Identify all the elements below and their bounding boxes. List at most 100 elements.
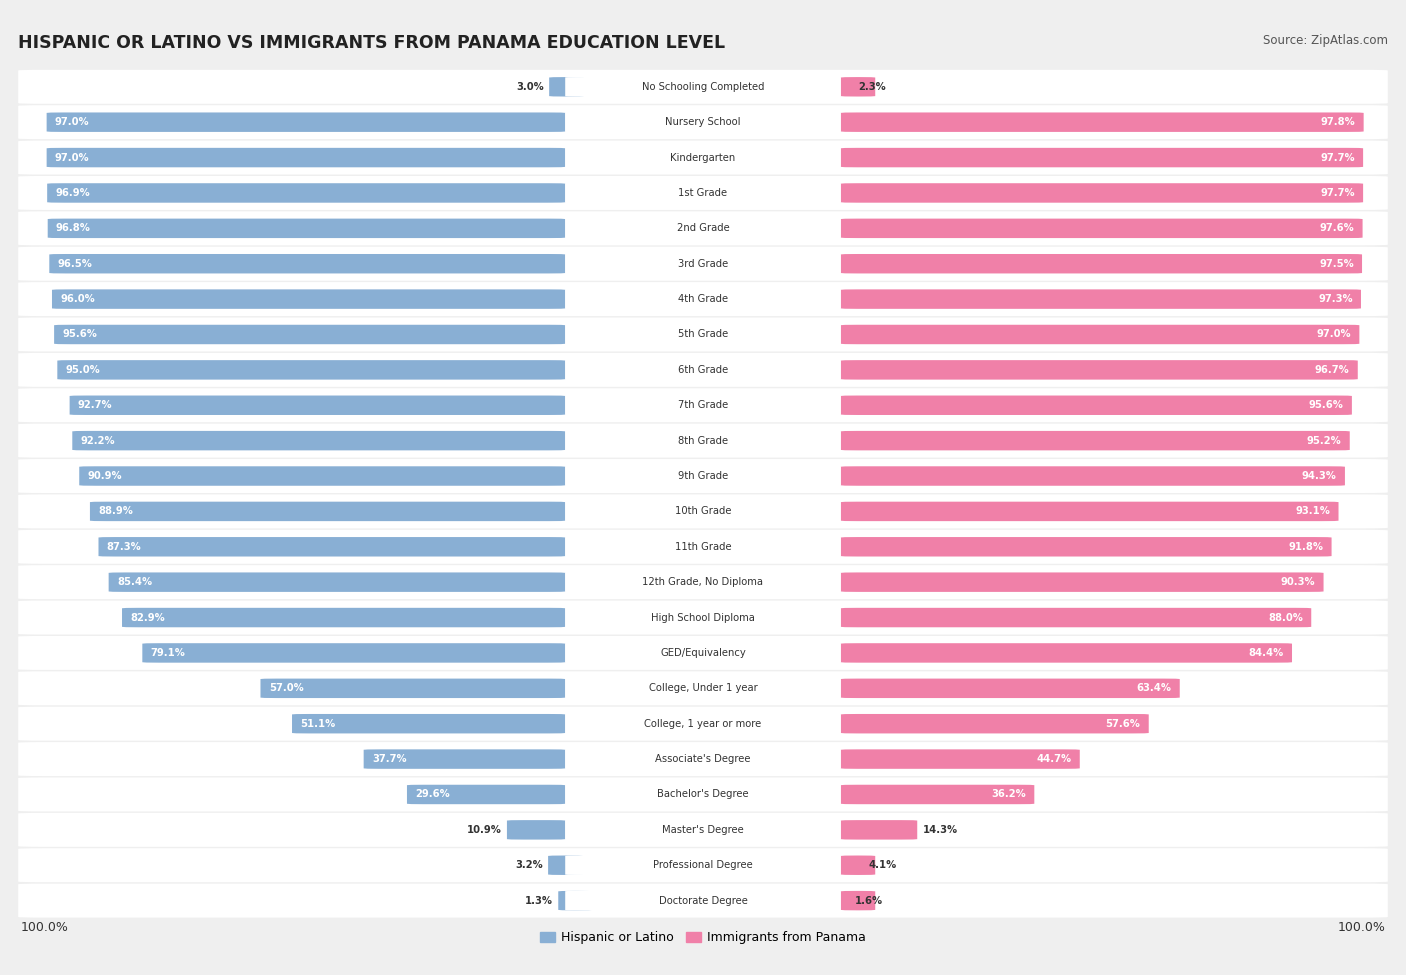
- FancyBboxPatch shape: [18, 672, 1388, 705]
- FancyBboxPatch shape: [841, 855, 875, 875]
- FancyBboxPatch shape: [565, 679, 841, 698]
- FancyBboxPatch shape: [18, 848, 1388, 882]
- Text: 96.9%: 96.9%: [55, 188, 90, 198]
- Text: 97.8%: 97.8%: [1320, 117, 1355, 127]
- FancyBboxPatch shape: [841, 572, 1323, 592]
- Text: 100.0%: 100.0%: [1337, 920, 1385, 934]
- Text: 1st Grade: 1st Grade: [679, 188, 727, 198]
- Text: 63.4%: 63.4%: [1136, 683, 1171, 693]
- Text: 29.6%: 29.6%: [415, 790, 450, 799]
- Text: 3.2%: 3.2%: [515, 860, 543, 871]
- FancyBboxPatch shape: [841, 466, 1346, 486]
- FancyBboxPatch shape: [18, 353, 1388, 387]
- FancyBboxPatch shape: [565, 396, 841, 415]
- Text: Associate's Degree: Associate's Degree: [655, 754, 751, 764]
- Text: 88.9%: 88.9%: [98, 506, 134, 517]
- FancyBboxPatch shape: [18, 707, 1388, 741]
- Text: 4.1%: 4.1%: [869, 860, 897, 871]
- FancyBboxPatch shape: [79, 466, 565, 486]
- Text: 9th Grade: 9th Grade: [678, 471, 728, 481]
- Text: 100.0%: 100.0%: [21, 920, 69, 934]
- FancyBboxPatch shape: [108, 572, 565, 592]
- Text: Kindergarten: Kindergarten: [671, 152, 735, 163]
- Text: 85.4%: 85.4%: [117, 577, 152, 587]
- FancyBboxPatch shape: [18, 777, 1388, 811]
- Text: 10th Grade: 10th Grade: [675, 506, 731, 517]
- Text: 6th Grade: 6th Grade: [678, 365, 728, 374]
- FancyBboxPatch shape: [18, 566, 1388, 600]
- Text: 8th Grade: 8th Grade: [678, 436, 728, 446]
- Text: 5th Grade: 5th Grade: [678, 330, 728, 339]
- FancyBboxPatch shape: [18, 813, 1388, 847]
- FancyBboxPatch shape: [565, 77, 841, 97]
- Text: 57.6%: 57.6%: [1105, 719, 1140, 728]
- Text: 95.6%: 95.6%: [1309, 401, 1344, 410]
- Text: 10.9%: 10.9%: [467, 825, 502, 835]
- Text: 90.3%: 90.3%: [1281, 577, 1315, 587]
- Text: 87.3%: 87.3%: [107, 542, 142, 552]
- FancyBboxPatch shape: [18, 883, 1388, 917]
- Text: 91.8%: 91.8%: [1288, 542, 1323, 552]
- Text: 14.3%: 14.3%: [922, 825, 957, 835]
- FancyBboxPatch shape: [565, 360, 841, 379]
- Text: 90.9%: 90.9%: [87, 471, 122, 481]
- FancyBboxPatch shape: [841, 750, 1080, 769]
- FancyBboxPatch shape: [841, 679, 1180, 698]
- FancyBboxPatch shape: [565, 607, 841, 627]
- FancyBboxPatch shape: [565, 325, 841, 344]
- Text: 7th Grade: 7th Grade: [678, 401, 728, 410]
- Text: 96.8%: 96.8%: [56, 223, 91, 233]
- FancyBboxPatch shape: [508, 820, 565, 839]
- Text: 37.7%: 37.7%: [373, 754, 406, 764]
- FancyBboxPatch shape: [46, 148, 565, 168]
- FancyBboxPatch shape: [550, 77, 583, 97]
- FancyBboxPatch shape: [18, 459, 1388, 493]
- Text: 44.7%: 44.7%: [1036, 754, 1071, 764]
- FancyBboxPatch shape: [18, 742, 1388, 776]
- FancyBboxPatch shape: [565, 148, 841, 168]
- Text: 4th Grade: 4th Grade: [678, 294, 728, 304]
- Text: College, Under 1 year: College, Under 1 year: [648, 683, 758, 693]
- FancyBboxPatch shape: [90, 502, 565, 521]
- FancyBboxPatch shape: [841, 254, 1362, 273]
- FancyBboxPatch shape: [841, 112, 1364, 132]
- FancyBboxPatch shape: [841, 360, 1358, 379]
- FancyBboxPatch shape: [565, 502, 841, 521]
- Text: 51.1%: 51.1%: [301, 719, 336, 728]
- Text: Nursery School: Nursery School: [665, 117, 741, 127]
- FancyBboxPatch shape: [18, 529, 1388, 564]
- FancyBboxPatch shape: [18, 601, 1388, 635]
- Text: 3rd Grade: 3rd Grade: [678, 258, 728, 269]
- Text: 2nd Grade: 2nd Grade: [676, 223, 730, 233]
- Legend: Hispanic or Latino, Immigrants from Panama: Hispanic or Latino, Immigrants from Pana…: [534, 926, 872, 950]
- Text: 92.7%: 92.7%: [77, 401, 112, 410]
- Text: 97.3%: 97.3%: [1317, 294, 1353, 304]
- FancyBboxPatch shape: [565, 785, 841, 804]
- FancyBboxPatch shape: [565, 431, 841, 450]
- FancyBboxPatch shape: [122, 607, 565, 627]
- Text: Doctorate Degree: Doctorate Degree: [658, 896, 748, 906]
- Text: 97.0%: 97.0%: [55, 117, 90, 127]
- Text: 88.0%: 88.0%: [1268, 612, 1303, 623]
- Text: 97.6%: 97.6%: [1320, 223, 1354, 233]
- FancyBboxPatch shape: [841, 290, 1361, 309]
- FancyBboxPatch shape: [841, 396, 1353, 415]
- FancyBboxPatch shape: [565, 466, 841, 486]
- FancyBboxPatch shape: [18, 636, 1388, 670]
- Text: HISPANIC OR LATINO VS IMMIGRANTS FROM PANAMA EDUCATION LEVEL: HISPANIC OR LATINO VS IMMIGRANTS FROM PA…: [18, 34, 725, 52]
- FancyBboxPatch shape: [406, 785, 565, 804]
- FancyBboxPatch shape: [18, 176, 1388, 210]
- FancyBboxPatch shape: [841, 77, 875, 97]
- Text: 95.0%: 95.0%: [66, 365, 100, 374]
- Text: 36.2%: 36.2%: [991, 790, 1026, 799]
- Text: 11th Grade: 11th Grade: [675, 542, 731, 552]
- FancyBboxPatch shape: [565, 572, 841, 592]
- FancyBboxPatch shape: [565, 218, 841, 238]
- Text: Professional Degree: Professional Degree: [654, 860, 752, 871]
- Text: 1.3%: 1.3%: [524, 896, 553, 906]
- FancyBboxPatch shape: [48, 218, 565, 238]
- FancyBboxPatch shape: [841, 218, 1362, 238]
- FancyBboxPatch shape: [72, 431, 565, 450]
- Text: 94.3%: 94.3%: [1302, 471, 1337, 481]
- Text: 97.7%: 97.7%: [1320, 188, 1355, 198]
